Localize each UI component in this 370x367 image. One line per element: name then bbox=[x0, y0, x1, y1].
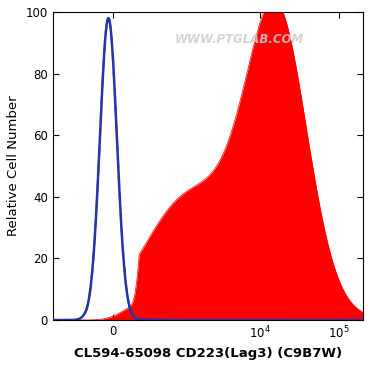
Y-axis label: Relative Cell Number: Relative Cell Number bbox=[7, 96, 20, 236]
X-axis label: CL594-65098 CD223(Lag3) (C9B7W): CL594-65098 CD223(Lag3) (C9B7W) bbox=[74, 347, 342, 360]
Text: WWW.PTGLAB.COM: WWW.PTGLAB.COM bbox=[174, 33, 303, 46]
